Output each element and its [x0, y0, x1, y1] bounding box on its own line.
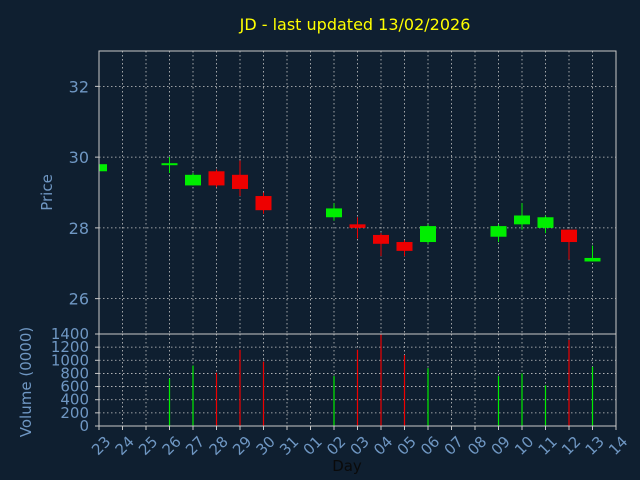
day-tick-label: 31 — [276, 433, 302, 459]
day-tick-label: 30 — [253, 433, 279, 459]
price-axis: 26 28 30 32 — [69, 77, 99, 309]
day-tick-label: 27 — [182, 433, 208, 459]
day-tick-label: 11 — [535, 433, 561, 459]
day-tick-label: 10 — [511, 433, 537, 459]
candle-body — [490, 226, 507, 237]
candle-body — [326, 208, 342, 218]
day-tick-label: 28 — [206, 433, 232, 459]
day-tick-label: 06 — [417, 433, 443, 459]
day-tick-label: 26 — [159, 433, 185, 459]
candlestick-series — [98, 157, 601, 262]
price-axis-label: Price — [38, 174, 56, 211]
day-tick-label: 12 — [558, 433, 584, 459]
volume-tick-label: 400 — [60, 391, 89, 409]
candle-body — [349, 224, 366, 228]
day-tick-label: 04 — [370, 433, 396, 459]
volume-tick-label: 600 — [60, 378, 89, 396]
price-tick-label: 28 — [69, 219, 89, 238]
candle-body — [396, 242, 413, 251]
candle-body — [208, 171, 225, 186]
day-tick-label: 14 — [605, 433, 631, 459]
candle-body — [584, 257, 601, 262]
candle-body — [255, 196, 272, 211]
candle-body — [420, 226, 436, 243]
day-tick-label: 25 — [135, 433, 161, 459]
candle-body — [185, 174, 201, 186]
candle-body — [561, 229, 577, 243]
day-tick-label: 08 — [464, 433, 490, 459]
volume-tick-label: 800 — [60, 364, 89, 382]
candle-body — [537, 217, 554, 228]
day-tick-label: 05 — [394, 433, 420, 459]
day-tick-label: 24 — [112, 433, 138, 459]
day-tick-label: 09 — [488, 433, 514, 459]
candle-body — [99, 164, 107, 172]
day-tick-label: 23 — [88, 433, 114, 459]
volume-tick-label: 1000 — [51, 351, 89, 369]
day-tick-label: 07 — [441, 433, 467, 459]
candle-body — [161, 163, 178, 166]
price-tick-label: 30 — [69, 148, 89, 167]
price-gridlines — [98, 51, 617, 334]
day-tick-label: 13 — [582, 433, 608, 459]
price-tick-label: 26 — [69, 290, 89, 309]
volume-tick-label: 200 — [60, 404, 89, 422]
volume-tick-label: 0 — [79, 417, 89, 435]
day-axis-label: Day — [332, 457, 362, 475]
day-tick-label: 03 — [347, 433, 373, 459]
day-tick-label: 29 — [229, 433, 255, 459]
volume-tick-label: 1200 — [51, 338, 89, 356]
candle-body — [232, 174, 248, 189]
volume-axis-label: Volume (0000) — [17, 327, 35, 437]
candle-body — [373, 234, 389, 244]
day-tick-label: 02 — [323, 433, 349, 459]
day-tick-label: 01 — [300, 433, 326, 459]
price-tick-label: 32 — [69, 77, 89, 96]
chart-title: JD - last updated 13/02/2026 — [239, 15, 471, 34]
volume-tick-label: 1400 — [51, 325, 89, 343]
candle-body — [514, 215, 530, 225]
volume-series — [168, 334, 594, 426]
day-axis: 2324252627282930310102030405060708091011… — [88, 426, 631, 459]
